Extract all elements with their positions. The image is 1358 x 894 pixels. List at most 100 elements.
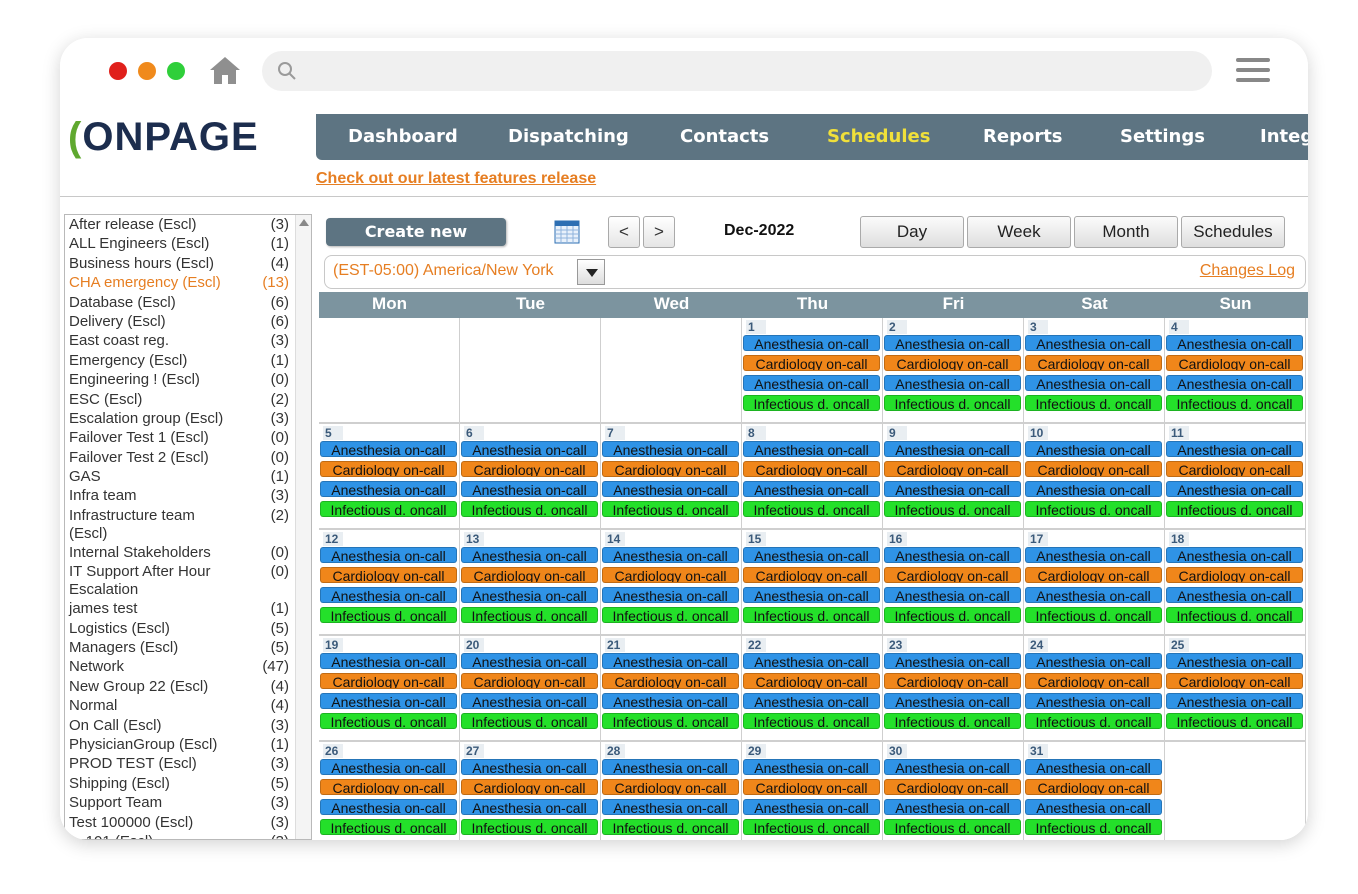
schedule-event[interactable]: Anesthesia on-call [461, 481, 598, 497]
schedule-event[interactable]: Infectious d. oncall [602, 607, 739, 623]
view-month-button[interactable]: Month [1074, 216, 1178, 248]
schedule-event[interactable]: Anesthesia on-call [1025, 799, 1162, 815]
group-list-item[interactable]: Logistics (Escl) (5) [65, 619, 311, 638]
scroll-up-icon[interactable] [299, 219, 309, 226]
calendar-day-cell[interactable]: 10 Anesthesia on-call Cardiology on-call An… [1024, 424, 1165, 530]
schedule-event[interactable]: Anesthesia on-call [743, 587, 880, 603]
schedule-event[interactable]: Anesthesia on-call [884, 653, 1021, 669]
create-schedule-button[interactable]: Create new schedule [326, 218, 506, 269]
schedule-event[interactable]: Anesthesia on-call [602, 481, 739, 497]
schedule-event[interactable]: Cardiology on-call [743, 355, 880, 371]
calendar-day-cell[interactable]: 7 Anesthesia on-call Cardiology on-call Ane… [601, 424, 742, 530]
schedule-event[interactable]: Cardiology on-call [602, 779, 739, 795]
schedule-event[interactable]: Anesthesia on-call [461, 441, 598, 457]
schedule-event[interactable]: Infectious d. oncall [1025, 607, 1162, 623]
calendar-day-cell[interactable] [1165, 742, 1306, 840]
calendar-day-cell[interactable]: 22 Anesthesia on-call Cardiology on-call An… [742, 636, 883, 742]
nav-tab-schedules[interactable]: Schedules [827, 126, 931, 147]
group-list-item[interactable]: New Group 22 (Escl) (4) [65, 677, 311, 696]
timezone-dropdown-button[interactable] [577, 259, 605, 285]
calendar-day-cell[interactable]: 4 Anesthesia on-call Cardiology on-call Ane… [1165, 318, 1306, 424]
group-list-item[interactable]: ALL Engineers (Escl) (1) [65, 234, 311, 253]
calendar-day-cell[interactable]: 17 Anesthesia on-call Cardiology on-call An… [1024, 530, 1165, 636]
calendar-day-cell[interactable] [601, 318, 742, 424]
view-schedules-button[interactable]: Schedules [1181, 216, 1285, 248]
calendar-day-cell[interactable]: 13 Anesthesia on-call Cardiology on-call An… [460, 530, 601, 636]
calendar-day-cell[interactable] [460, 318, 601, 424]
group-list-item[interactable]: Failover Test 2 (Escl) (0) [65, 448, 311, 467]
schedule-event[interactable]: Anesthesia on-call [1025, 653, 1162, 669]
schedule-event[interactable]: Cardiology on-call [320, 673, 457, 689]
schedule-event[interactable]: Cardiology on-call [884, 355, 1021, 371]
calendar-day-cell[interactable]: 14 Anesthesia on-call Cardiology on-call An… [601, 530, 742, 636]
schedule-event[interactable]: Cardiology on-call [1025, 567, 1162, 583]
schedule-event[interactable]: Anesthesia on-call [743, 481, 880, 497]
schedule-event[interactable]: Anesthesia on-call [602, 653, 739, 669]
calendar-day-cell[interactable]: 27 Anesthesia on-call Cardiology on-call An… [460, 742, 601, 840]
nav-tab-reports[interactable]: Reports [983, 126, 1063, 147]
schedule-event[interactable]: Anesthesia on-call [884, 547, 1021, 563]
view-day-button[interactable]: Day [860, 216, 964, 248]
schedule-event[interactable]: Anesthesia on-call [602, 759, 739, 775]
timezone-select[interactable]: (EST-05:00) America/New York [333, 262, 554, 279]
schedule-event[interactable]: Anesthesia on-call [602, 441, 739, 457]
calendar-day-cell[interactable]: 31 Anesthesia on-call Cardiology on-call An… [1024, 742, 1165, 840]
schedule-event[interactable]: Anesthesia on-call [1025, 441, 1162, 457]
schedule-event[interactable]: Infectious d. oncall [1166, 395, 1303, 411]
nav-tab-integ[interactable]: Integ [1260, 126, 1308, 147]
group-list-item[interactable]: On Call (Escl) (3) [65, 716, 311, 735]
calendar-day-cell[interactable]: 6 Anesthesia on-call Cardiology on-call Ane… [460, 424, 601, 530]
calendar-day-cell[interactable]: 29 Anesthesia on-call Cardiology on-call An… [742, 742, 883, 840]
group-list-item[interactable]: CHA emergency (Escl) (13) [65, 273, 311, 292]
minimize-dot[interactable] [138, 62, 156, 80]
group-list-item[interactable]: PhysicianGroup (Escl) (1) [65, 735, 311, 754]
menu-icon[interactable] [1236, 58, 1270, 86]
schedule-event[interactable]: Anesthesia on-call [743, 693, 880, 709]
changes-log-link[interactable]: Changes Log [1199, 262, 1295, 279]
schedule-event[interactable]: Anesthesia on-call [1025, 335, 1162, 351]
calendar-day-cell[interactable]: 24 Anesthesia on-call Cardiology on-call An… [1024, 636, 1165, 742]
group-list-item[interactable]: After release (Escl) (3) [65, 215, 311, 234]
group-list-scrollbar[interactable] [295, 215, 311, 839]
schedule-event[interactable]: Anesthesia on-call [1166, 547, 1303, 563]
schedule-event[interactable]: Anesthesia on-call [320, 759, 457, 775]
schedule-event[interactable]: Cardiology on-call [743, 461, 880, 477]
schedule-event[interactable]: Cardiology on-call [884, 461, 1021, 477]
schedule-event[interactable]: Cardiology on-call [461, 673, 598, 689]
schedule-event[interactable]: Anesthesia on-call [884, 481, 1021, 497]
schedule-event[interactable]: Infectious d. oncall [602, 819, 739, 835]
schedule-event[interactable]: Anesthesia on-call [602, 799, 739, 815]
calendar-day-cell[interactable]: 15 Anesthesia on-call Cardiology on-call An… [742, 530, 883, 636]
schedule-event[interactable]: Cardiology on-call [884, 673, 1021, 689]
schedule-event[interactable]: Anesthesia on-call [1166, 653, 1303, 669]
nav-tab-settings[interactable]: Settings [1120, 126, 1205, 147]
schedule-event[interactable]: Infectious d. oncall [1025, 501, 1162, 517]
schedule-event[interactable]: Cardiology on-call [461, 779, 598, 795]
group-list-item[interactable]: Failover Test 1 (Escl) (0) [65, 428, 311, 447]
group-list-item[interactable]: Normal (4) [65, 696, 311, 715]
nav-tab-contacts[interactable]: Contacts [680, 126, 770, 147]
schedule-event[interactable]: Cardiology on-call [1166, 673, 1303, 689]
group-list-item[interactable]: Internal Stakeholders (0) [65, 543, 311, 562]
schedule-event[interactable]: Anesthesia on-call [1025, 693, 1162, 709]
nav-tab-dispatching[interactable]: Dispatching [508, 126, 629, 147]
schedule-event[interactable]: Infectious d. oncall [1025, 713, 1162, 729]
schedule-event[interactable]: Infectious d. oncall [743, 713, 880, 729]
schedule-event[interactable]: Cardiology on-call [1166, 567, 1303, 583]
schedule-event[interactable]: Anesthesia on-call [602, 693, 739, 709]
schedule-event[interactable]: Anesthesia on-call [461, 653, 598, 669]
schedule-event[interactable]: Cardiology on-call [602, 673, 739, 689]
schedule-event[interactable]: Anesthesia on-call [1166, 375, 1303, 391]
schedule-event[interactable]: Anesthesia on-call [884, 587, 1021, 603]
schedule-event[interactable]: Cardiology on-call [320, 461, 457, 477]
schedule-event[interactable]: Anesthesia on-call [320, 693, 457, 709]
schedule-event[interactable]: Cardiology on-call [1025, 779, 1162, 795]
schedule-event[interactable]: Anesthesia on-call [1166, 587, 1303, 603]
schedule-event[interactable]: Anesthesia on-call [1025, 375, 1162, 391]
schedule-event[interactable]: Infectious d. oncall [461, 819, 598, 835]
schedule-event[interactable]: Anesthesia on-call [884, 335, 1021, 351]
group-list-item[interactable]: Database (Escl) (6) [65, 293, 311, 312]
calendar-day-cell[interactable]: 11 Anesthesia on-call Cardiology on-call An… [1165, 424, 1306, 530]
schedule-event[interactable]: Anesthesia on-call [743, 653, 880, 669]
calendar-day-cell[interactable]: 23 Anesthesia on-call Cardiology on-call An… [883, 636, 1024, 742]
